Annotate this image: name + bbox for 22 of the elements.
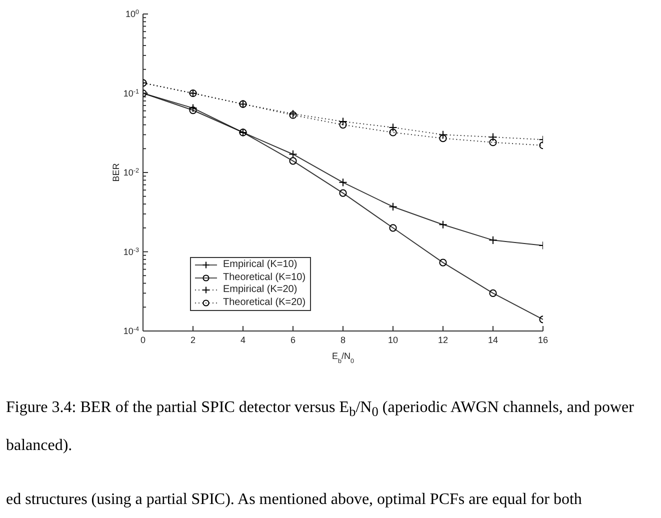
x-tick-label: 0 (140, 335, 146, 345)
y-tick-label: 10$^{-1}$ (123, 88, 140, 98)
x-tick-label: 10 (388, 335, 398, 345)
y-tick-label: 10$^{-2}$ (123, 167, 140, 178)
legend-label: Theoretical (K=20) (223, 296, 306, 309)
x-tick-label: 6 (290, 335, 296, 345)
x-tick-label: 12 (438, 335, 448, 345)
x-tick-label: 4 (240, 335, 246, 345)
y-tick-label: 10$^{0}$ (125, 8, 140, 19)
x-axis-title: E$_{b}$/N$_{0}$ (332, 351, 355, 364)
y-tick-label: 10$^{-3}$ (123, 246, 140, 257)
y-tick-label: 10$^{-4}$ (123, 326, 140, 336)
x-tick-label: 8 (340, 335, 346, 345)
text: ed structures (using a partial SPIC). As mentioned above, optimal PCFs are equal for both (6, 490, 583, 510)
legend-label: Theoretical (K=10) (223, 272, 306, 284)
x-tick-label: 2 (190, 335, 196, 345)
x-tick-label: 16 (538, 335, 548, 345)
y-axis-title: BER (111, 162, 121, 182)
legend-label: Empirical (K=10) (223, 259, 298, 272)
x-tick-label: 14 (488, 335, 498, 345)
text: Figure 3.4: BER of the partial SPIC detector versus E$_{b}$/N$_{0}$ (aperiodic AWGN channels, and power balanced). (6, 399, 634, 454)
legend-label: Empirical (K=20) (223, 284, 298, 296)
